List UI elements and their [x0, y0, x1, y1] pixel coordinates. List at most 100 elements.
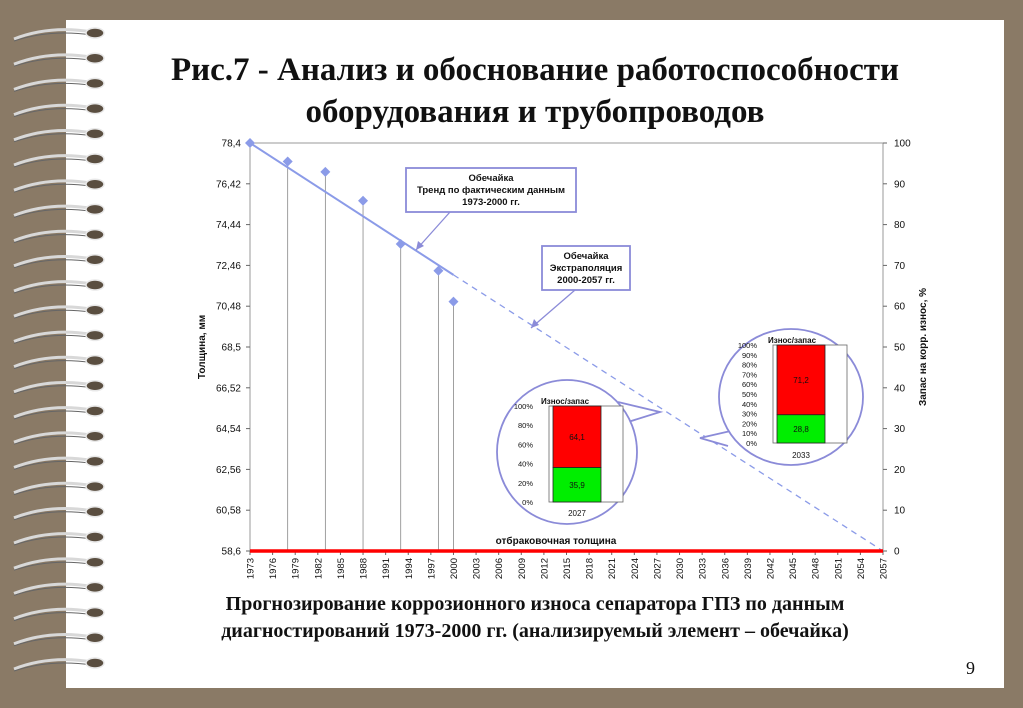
- x-tick-label: 2024: [630, 558, 641, 579]
- inset-tick-label: 80%: [742, 361, 757, 370]
- x-tick-label: 2045: [788, 558, 799, 579]
- binding-hole: [85, 531, 105, 543]
- binding-ring: [13, 103, 93, 116]
- x-tick-label: 1994: [404, 558, 415, 579]
- binding-ring: [13, 305, 93, 318]
- binding-ring-shadow: [13, 662, 93, 672]
- binding-ring: [13, 28, 93, 41]
- binding-ring-shadow: [13, 133, 93, 143]
- trend-annotation-text: Тренд по фактическим данным: [417, 185, 565, 196]
- inset-tick-label: 80%: [518, 421, 533, 430]
- trend-annotation-text: 1973-2000 гг.: [462, 197, 520, 208]
- trend-annotation-arrow: [415, 211, 451, 251]
- y2-tick-label: 10: [894, 506, 906, 517]
- inset-callout-tail: [699, 429, 736, 447]
- binding-ring: [13, 607, 93, 620]
- measurement-point: [358, 195, 369, 206]
- extrap-annotation-arrow: [530, 289, 576, 329]
- binding-hole: [85, 556, 105, 568]
- x-tick-label: 2006: [494, 558, 505, 579]
- binding-ring: [13, 456, 93, 469]
- x-tick-label: 2033: [698, 558, 709, 579]
- binding-hole: [85, 380, 105, 392]
- binding-hole: [85, 354, 105, 367]
- inset-reserve-bar: [552, 467, 602, 503]
- binding-ring-shadow: [13, 108, 93, 118]
- binding-ring-shadow: [13, 183, 93, 193]
- binding-ring-shadow: [13, 57, 93, 67]
- binding-ring: [13, 128, 93, 142]
- inset-tick-label: 50%: [742, 390, 757, 399]
- inset-reserve-bar: [776, 414, 826, 444]
- binding-hole: [85, 506, 105, 518]
- binding-ring-shadow: [13, 561, 93, 571]
- measurement-point: [448, 296, 459, 307]
- inset-wear-label: 71,2: [793, 376, 809, 385]
- x-tick-label: 1997: [426, 558, 437, 579]
- binding-hole: [85, 27, 105, 39]
- binding-ring-shadow: [13, 612, 93, 622]
- inset-wear-bar: [776, 344, 826, 416]
- extrap-annotation-arrowhead: [531, 319, 539, 328]
- binding-hole: [85, 279, 105, 291]
- binding-ring: [13, 582, 93, 595]
- binding-hole: [85, 102, 105, 115]
- inset-wear-bar: [552, 405, 602, 468]
- x-tick-label: 2009: [517, 558, 528, 579]
- x-tick-label: 2003: [472, 558, 483, 579]
- y2-tick-label: 50: [894, 343, 906, 354]
- binding-ring-shadow: [13, 82, 93, 92]
- binding-ring: [13, 280, 93, 293]
- y2-tick-label: 0: [894, 547, 900, 558]
- binding-ring: [13, 532, 93, 545]
- y2-tick-label: 80: [894, 220, 906, 231]
- x-tick-label: 2039: [743, 558, 754, 579]
- inset-title: Износ/запас: [541, 397, 590, 406]
- x-tick-label: 2000: [449, 558, 460, 579]
- inset-tick-label: 0%: [746, 439, 757, 448]
- binding-hole: [85, 405, 105, 417]
- y2-tick-label: 90: [894, 179, 906, 190]
- binding-hole: [85, 329, 105, 342]
- extrap-annotation-text: 2000-2057 гг.: [557, 275, 615, 286]
- x-tick-label: 2015: [562, 558, 573, 579]
- spiral-binding: [13, 27, 105, 672]
- y2-tick-label: 70: [894, 261, 906, 272]
- binding-ring-shadow: [13, 460, 93, 470]
- x-tick-label: 1985: [336, 558, 347, 579]
- binding-ring: [13, 204, 93, 217]
- reject-thickness-label: отбраковочная толщина: [496, 535, 617, 547]
- inset-tick-label: 100%: [514, 402, 534, 411]
- binding-ring-shadow: [13, 334, 93, 344]
- binding-hole: [85, 606, 105, 619]
- binding-ring-shadow: [13, 234, 93, 244]
- inset-tick-label: 30%: [742, 410, 757, 419]
- binding-hole: [85, 632, 105, 644]
- x-tick-label: 2042: [765, 558, 776, 579]
- slide-title-line2: оборудования и трубопроводов: [305, 94, 765, 130]
- trend-annotation-text: Обечайка: [469, 173, 515, 184]
- measurement-point: [320, 166, 331, 177]
- binding-ring-shadow: [13, 536, 93, 546]
- binding-ring-shadow: [13, 486, 93, 496]
- measurement-point: [282, 156, 293, 167]
- binding-ring: [13, 229, 93, 242]
- x-tick-label: 2027: [652, 558, 663, 579]
- y-tick-label: 64,54: [216, 424, 241, 435]
- inset-tick-label: 100%: [738, 341, 758, 350]
- binding-ring-shadow: [13, 284, 93, 294]
- binding-hole: [85, 128, 105, 140]
- y-tick-label: 62,56: [216, 465, 241, 476]
- binding-ring-shadow: [13, 435, 93, 445]
- inset-tick-label: 90%: [742, 351, 757, 360]
- inset-tick-label: 10%: [742, 429, 757, 438]
- y-axis-title: Толщина, мм: [197, 315, 208, 379]
- y-tick-label: 78,4: [222, 139, 242, 150]
- binding-ring: [13, 431, 93, 444]
- y2-tick-label: 30: [894, 424, 906, 435]
- binding-ring-shadow: [13, 586, 93, 596]
- binding-ring: [13, 355, 93, 368]
- binding-hole: [85, 203, 105, 216]
- inset-wear-label: 64,1: [569, 433, 585, 442]
- x-tick-label: 2051: [833, 558, 844, 579]
